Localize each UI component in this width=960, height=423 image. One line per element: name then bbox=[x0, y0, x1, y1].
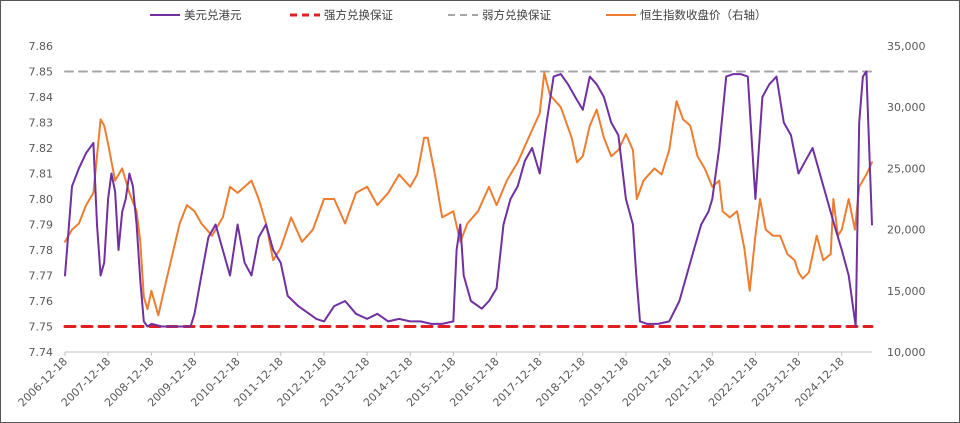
y-left-tick-label: 7.79 bbox=[29, 219, 54, 232]
legend-label: 强方兑换保证 bbox=[324, 8, 393, 22]
axes: 7.74 7.75 7.76 7.77 7.78 7.79 7.80 7.81 7.82 7.83… bbox=[16, 40, 926, 409]
y-left-tick-label: 7.86 bbox=[29, 40, 54, 53]
legend-label: 恒生指数收盘价（右轴） bbox=[640, 8, 767, 22]
legend-item-3: 恒生指数收盘价（右轴） bbox=[606, 8, 767, 22]
y-right-tick-label: 15,000 bbox=[887, 285, 926, 298]
y-right-tick-label: 35,000 bbox=[887, 40, 926, 53]
y-left-tick-label: 7.77 bbox=[29, 270, 54, 283]
legend-label: 美元兑港元 bbox=[184, 8, 242, 22]
guide-lines bbox=[63, 70, 874, 328]
legend-item-2: 弱方兑换保证 bbox=[448, 8, 551, 22]
legend-item-0: 美元兑港元 bbox=[150, 8, 242, 22]
y-left-tick-label: 7.80 bbox=[29, 193, 54, 206]
y-left-tick-label: 7.75 bbox=[29, 321, 54, 334]
y-right-tick-label: 30,000 bbox=[887, 101, 926, 114]
series-line-0 bbox=[64, 70, 873, 328]
y-left-tick-label: 7.74 bbox=[29, 346, 54, 359]
series-line-3 bbox=[64, 71, 873, 317]
legend-item-1: 强方兑换保证 bbox=[290, 8, 393, 22]
y-left-tick-label: 7.78 bbox=[29, 244, 54, 257]
y-left-tick-label: 7.81 bbox=[29, 168, 54, 181]
y-left-tick-label: 7.85 bbox=[29, 66, 54, 79]
y-right-tick-label: 10,000 bbox=[887, 346, 926, 359]
legend-label: 弱方兑换保证 bbox=[482, 8, 551, 22]
y-right-tick-label: 25,000 bbox=[887, 162, 926, 175]
y-right-tick-label: 20,000 bbox=[887, 224, 926, 237]
y-left-tick-label: 7.82 bbox=[29, 142, 54, 155]
y-left-tick-label: 7.84 bbox=[29, 91, 54, 104]
y-left-tick-label: 7.83 bbox=[29, 117, 54, 130]
legend: 美元兑港元 强方兑换保证 弱方兑换保证 恒生指数收盘价（右轴） bbox=[150, 8, 767, 22]
y-left-tick-label: 7.76 bbox=[29, 295, 54, 308]
series-layer bbox=[64, 70, 873, 328]
